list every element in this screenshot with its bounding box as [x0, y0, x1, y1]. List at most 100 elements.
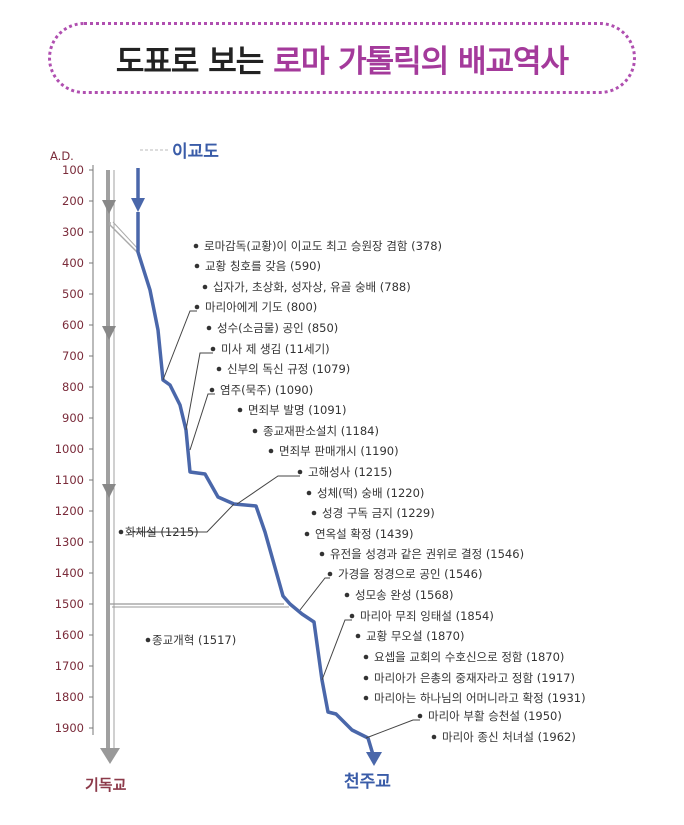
title-part1: 도표로 보는 — [115, 43, 264, 80]
ad-label: A.D. — [50, 149, 74, 163]
event-text: 면죄부 발명 (1091) — [248, 403, 346, 417]
event-item: 마리아에게 기도 (800) — [194, 300, 317, 314]
bullet-dot — [210, 346, 216, 352]
connector-lines — [130, 310, 420, 739]
event-item: 마리아 종신 처녀설 (1962) — [431, 730, 576, 744]
year-tick-label: 1800 — [55, 690, 84, 704]
event-item: 종교재판소설치 (1184) — [252, 424, 379, 438]
bullet-dot — [202, 284, 208, 290]
event-text: 성모송 완성 (1568) — [355, 588, 453, 602]
year-tick-label: 400 — [62, 256, 84, 270]
event-item: 교황 칭호를 갖음 (590) — [194, 259, 321, 273]
catholic-label: 천주교 — [344, 772, 391, 792]
event-text: 마리아는 하나님의 어머니라고 확정 (1931) — [374, 691, 586, 705]
event-item: 가경을 정경으로 공인 (1546) — [327, 567, 482, 581]
event-item: 요셉을 교회의 수호신으로 정함 (1870) — [363, 650, 564, 664]
year-tick-label: 100 — [62, 163, 84, 177]
event-item: 신부의 독신 규정 (1079) — [216, 362, 350, 376]
year-tick-label: 300 — [62, 225, 84, 239]
year-tick-label: 1600 — [55, 628, 84, 642]
year-tick-label: 1000 — [55, 442, 84, 456]
event-item: 마리아 무죄 잉태설 (1854) — [349, 609, 494, 623]
left-events: 화체설 (1215) 종교개혁 (1517) — [118, 525, 236, 647]
bullet-dot — [209, 387, 215, 393]
year-tick-label: 700 — [62, 349, 84, 363]
event-item: 성모송 완성 (1568) — [344, 588, 453, 602]
pagan-label: 이교도 — [172, 142, 219, 162]
bullet-dot — [252, 428, 258, 434]
year-tick-label: 800 — [62, 380, 84, 394]
year-tick-label: 1500 — [55, 597, 84, 611]
event-text: 화체설 (1215) — [125, 525, 199, 539]
right-events: 로마감독(교황)이 이교도 최고 승원장 겸함 (378) 교황 칭호를 갖음 (… — [193, 239, 586, 744]
event-text: 미사 제 생김 (11세기) — [221, 342, 330, 356]
bullet-dot — [118, 529, 124, 535]
event-text: 유전을 성경과 같은 권위로 결정 (1546) — [330, 547, 524, 561]
event-text: 마리아에게 기도 (800) — [205, 300, 317, 314]
event-item: 유전을 성경과 같은 권위로 결정 (1546) — [319, 547, 524, 561]
title-part2: 로마 가톨릭의 배교역사 — [273, 43, 569, 80]
year-tick-label: 500 — [62, 287, 84, 301]
year-tick-label: 200 — [62, 194, 84, 208]
year-tick-label: 600 — [62, 318, 84, 332]
bullet-dot — [319, 551, 325, 557]
event-item-left: 화체설 (1215) — [118, 525, 199, 539]
bullet-dot — [216, 366, 222, 372]
event-text: 가경을 정경으로 공인 (1546) — [338, 567, 482, 581]
bullet-dot — [145, 637, 151, 643]
event-text: 마리아 종신 처녀설 (1962) — [442, 730, 576, 744]
event-text: 성경 구독 금지 (1229) — [322, 506, 435, 520]
event-item: 면죄부 판매개시 (1190) — [268, 444, 399, 458]
catholic-line — [131, 168, 382, 766]
event-text: 종교재판소설치 (1184) — [263, 424, 379, 438]
bullet-dot — [344, 592, 350, 598]
event-text: 마리아가 은총의 중재자라고 정함 (1917) — [374, 671, 575, 685]
event-text: 로마감독(교황)이 이교도 최고 승원장 겸함 (378) — [204, 239, 442, 253]
event-text: 성수(소금물) 공인 (850) — [217, 321, 338, 335]
event-text: 요셉을 교회의 수호신으로 정함 (1870) — [374, 650, 564, 664]
event-text: 면죄부 판매개시 (1190) — [279, 444, 399, 458]
year-tick-label: 1900 — [55, 721, 84, 735]
bullet-dot — [206, 325, 212, 331]
event-text: 성체(떡) 숭배 (1220) — [317, 486, 424, 500]
event-text: 교황 칭호를 갖음 (590) — [205, 259, 321, 273]
bullet-dot — [417, 713, 423, 719]
bullet-dot — [363, 675, 369, 681]
event-text: 신부의 독신 규정 (1079) — [227, 362, 350, 376]
event-item-left: 종교개혁 (1517) — [145, 633, 236, 647]
title-banner: 도표로 보는 로마 가톨릭의 배교역사 — [48, 22, 636, 94]
year-tick-label: 900 — [62, 411, 84, 425]
bullet-dot — [363, 695, 369, 701]
event-item: 로마감독(교황)이 이교도 최고 승원장 겸함 (378) — [193, 239, 442, 253]
event-text: 십자가, 초상화, 성자상, 유골 숭배 (788) — [213, 280, 411, 294]
event-text: 연옥설 확정 (1439) — [315, 527, 413, 541]
bullet-dot — [431, 734, 437, 740]
event-item: 마리아 부활 승천설 (1950) — [417, 709, 562, 723]
event-item: 연옥설 확정 (1439) — [304, 527, 413, 541]
event-item: 성체(떡) 숭배 (1220) — [306, 486, 424, 500]
event-item: 성경 구독 금지 (1229) — [311, 506, 435, 520]
bullet-dot — [297, 469, 303, 475]
event-item: 고해성사 (1215) — [297, 465, 392, 479]
bullet-dot — [193, 243, 199, 249]
year-tick-label: 1200 — [55, 504, 84, 518]
bullet-dot — [194, 304, 200, 310]
event-text: 염주(묵주) (1090) — [220, 383, 313, 397]
event-text: 마리아 부활 승천설 (1950) — [428, 709, 562, 723]
year-tick-label: 1300 — [55, 535, 84, 549]
bullet-dot — [363, 654, 369, 660]
event-item: 마리아가 은총의 중재자라고 정함 (1917) — [363, 671, 575, 685]
bullet-dot — [237, 407, 243, 413]
bullet-dot — [311, 510, 317, 516]
year-tick-label: 1400 — [55, 566, 84, 580]
event-text: 고해성사 (1215) — [308, 465, 392, 479]
event-item: 면죄부 발명 (1091) — [237, 403, 346, 417]
year-axis: 100 200 300 400 500 600 700 800 900 1000 1100 1200 1… — [55, 163, 93, 735]
year-tick-label: 1100 — [55, 473, 84, 487]
event-item: 교황 무오설 (1870) — [355, 629, 464, 643]
bullet-dot — [268, 448, 274, 454]
christianity-line — [100, 170, 289, 764]
bullet-dot — [349, 613, 355, 619]
event-item: 마리아는 하나님의 어머니라고 확정 (1931) — [363, 691, 586, 705]
